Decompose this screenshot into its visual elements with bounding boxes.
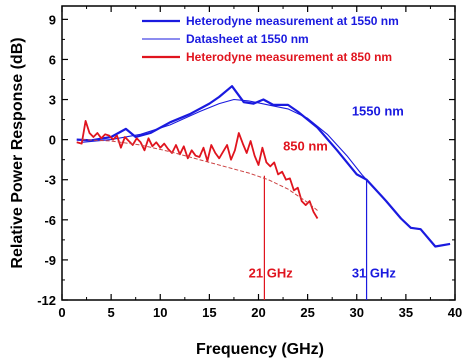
y-tick-label: -3: [44, 173, 56, 188]
x-axis-title: Frequency (GHz): [196, 341, 324, 358]
y-axis-title: Relative Power Response (dB): [9, 37, 26, 268]
series-line-3: [81, 139, 318, 211]
annotation-label: 21 GHz: [249, 265, 294, 280]
legend-label: Heterodyne measurement at 850 nm: [186, 50, 392, 64]
y-tick-label: 3: [49, 93, 56, 108]
x-tick-label: 10: [153, 305, 167, 320]
series-line-1: [81, 98, 368, 181]
x-tick-label: 0: [58, 305, 65, 320]
axes: [61, 5, 456, 301]
legend: Heterodyne measurement at 1550 nm Datashe…: [142, 14, 399, 64]
annotation-label: 1550 nm: [352, 104, 404, 119]
annotations: 1550 nm 850 nm 21 GHz 31 GHz: [249, 104, 404, 281]
x-tick-label: 40: [448, 305, 462, 320]
y-tick-label: 0: [49, 133, 56, 148]
x-tick-label: 5: [108, 305, 115, 320]
y-tick-label: 9: [49, 12, 56, 27]
x-tick-label: 15: [202, 305, 216, 320]
y-tick-label: -12: [37, 293, 56, 308]
series-line-0: [76, 85, 451, 248]
legend-label: Datasheet at 1550 nm: [186, 32, 309, 46]
y-tick-label: -9: [44, 253, 56, 268]
series-line-2: [76, 120, 319, 219]
x-tick-label: 25: [300, 305, 314, 320]
plot-area: [76, 85, 451, 300]
annotation-label: 850 nm: [283, 138, 328, 153]
legend-label: Heterodyne measurement at 1550 nm: [186, 14, 399, 28]
x-tick-label: 30: [350, 305, 364, 320]
y-tick-label: 6: [49, 52, 56, 67]
tick-labels: 0 5 10 15 20 25 30 35 40 -12 -9 -6 -3 0 3 6 9: [37, 12, 462, 320]
y-tick-label: -6: [44, 213, 56, 228]
annotation-label: 31 GHz: [352, 265, 397, 280]
x-tick-label: 20: [251, 305, 265, 320]
x-tick-label: 35: [399, 305, 413, 320]
